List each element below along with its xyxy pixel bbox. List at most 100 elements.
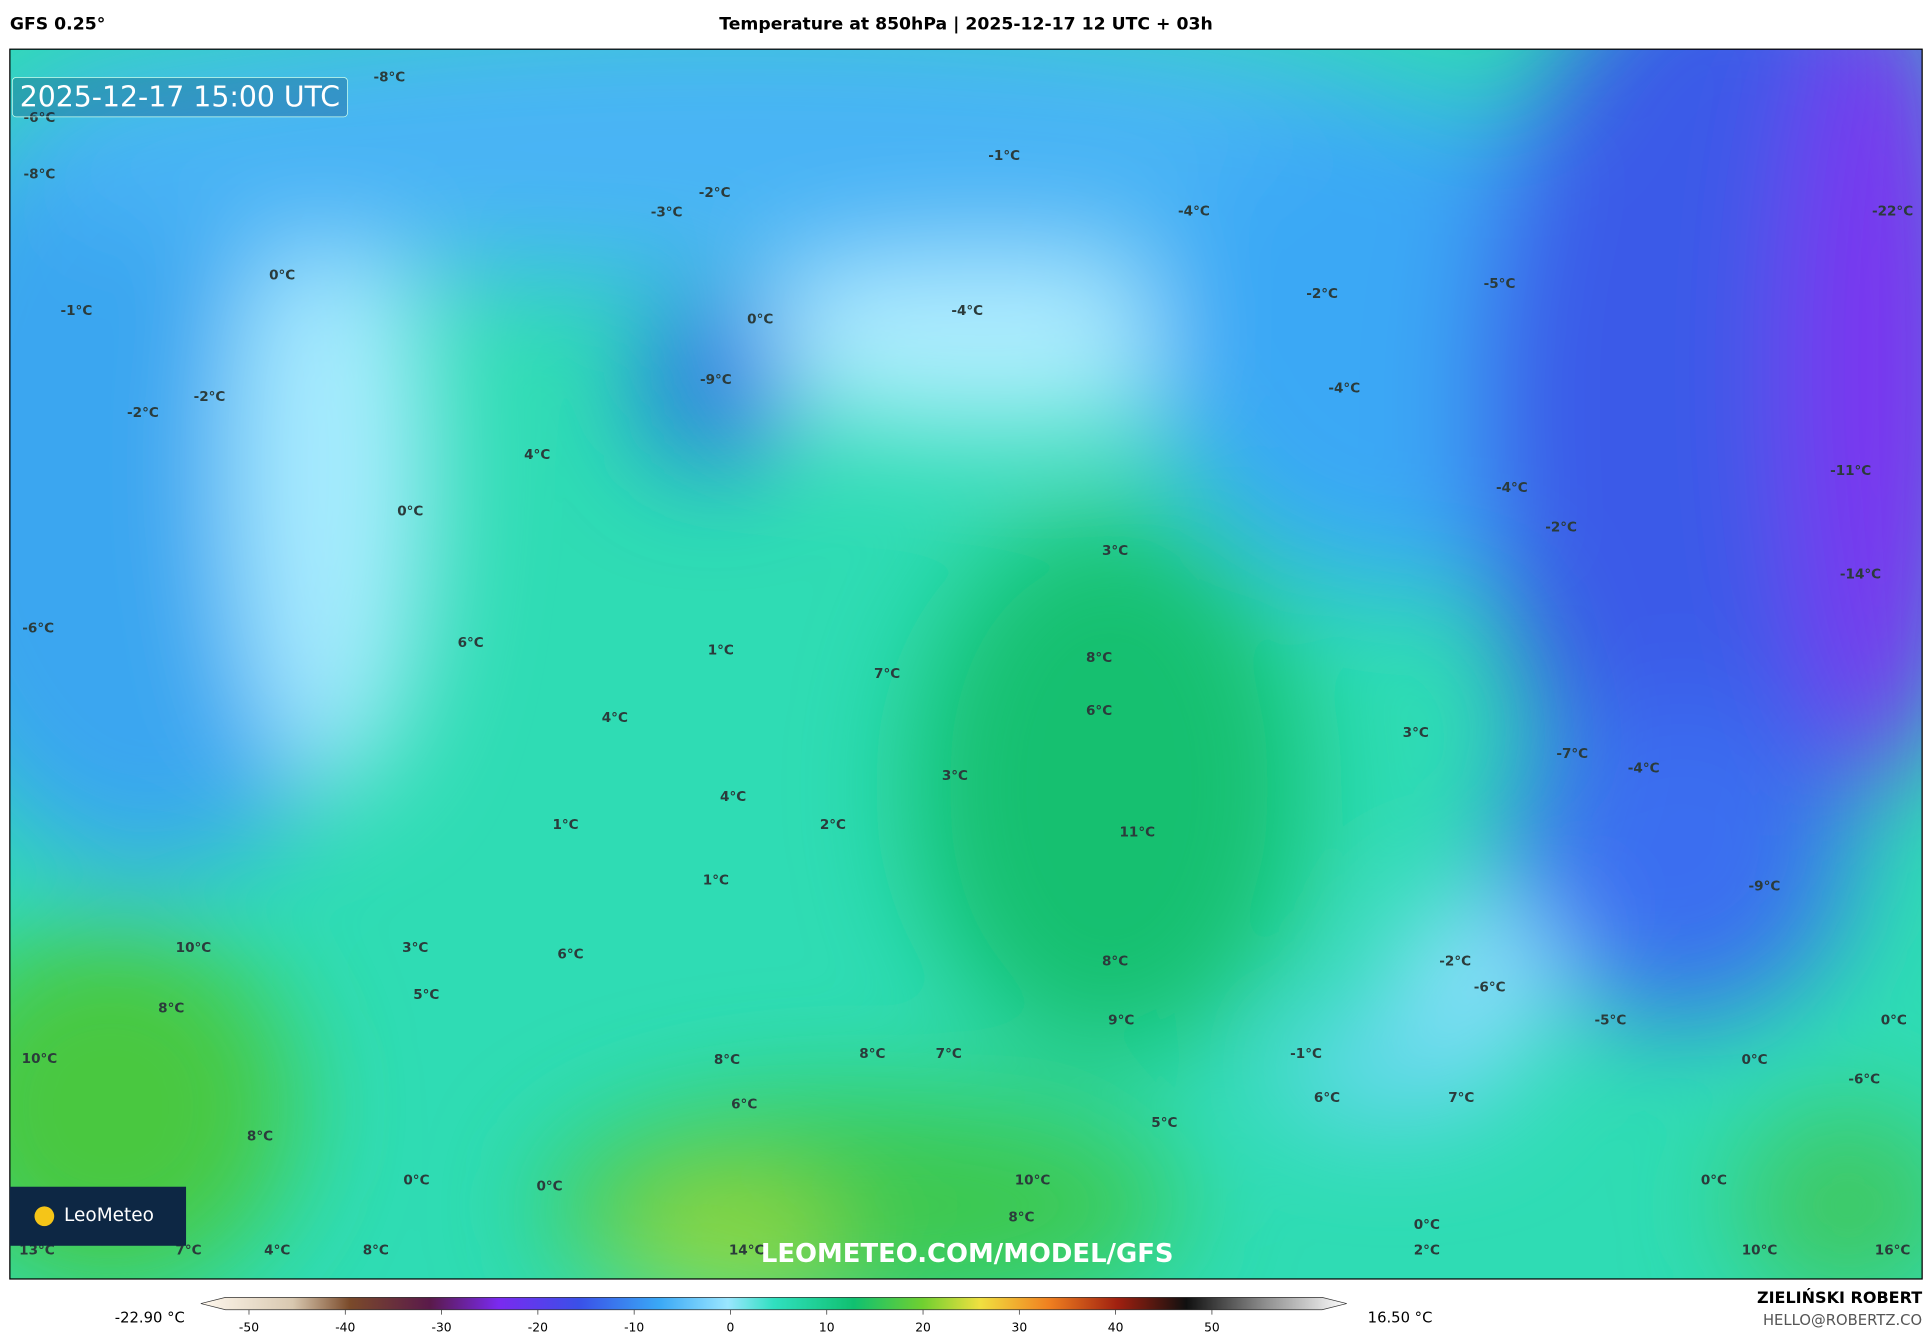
temperature-label: -9°C (700, 372, 732, 388)
author: ZIELIŃSKI ROBERT (1757, 1288, 1922, 1307)
temperature-label: -8°C (24, 167, 56, 183)
temperature-label: -2°C (127, 405, 159, 421)
temperature-label: 0°C (1741, 1052, 1767, 1068)
temperature-label: 16°C (1875, 1243, 1911, 1259)
email: HELLO@ROBERTZ.CO (1763, 1312, 1922, 1329)
temperature-label: -4°C (1328, 381, 1360, 397)
temperature-label: -2°C (1545, 520, 1577, 536)
model-name: GFS 0.25° (10, 15, 105, 35)
temperature-label: -6°C (24, 110, 56, 126)
temperature-label: 5°C (413, 987, 439, 1003)
temperature-label: 0°C (1701, 1173, 1727, 1189)
temperature-label: -3°C (651, 205, 683, 221)
temperature-label: 1°C (552, 817, 578, 833)
temperature-label: 0°C (747, 312, 773, 328)
temperature-label: -5°C (1595, 1013, 1627, 1029)
temperature-label: 4°C (720, 789, 746, 805)
colorbar-tick-label: 10 (819, 1321, 835, 1335)
temperature-label: -9°C (1749, 879, 1781, 895)
temperature-label: 14°C (729, 1243, 765, 1259)
temperature-label: 9°C (1108, 1013, 1134, 1029)
temperature-label: -2°C (1439, 954, 1471, 970)
temperature-label: 0°C (269, 267, 295, 283)
temperature-label: -4°C (951, 303, 983, 319)
temperature-label: -6°C (22, 620, 54, 636)
temperature-label: 4°C (524, 447, 550, 463)
temperature-label: -6°C (1848, 1072, 1880, 1088)
legend: -22.90 °C 16.50 °C -50 -40 -30 -20 -10 0 10 20 3… (115, 1297, 1433, 1335)
temperature-label: 7°C (175, 1243, 201, 1259)
temperature-label: -1°C (1290, 1046, 1322, 1062)
temperature-label: -11°C (1830, 463, 1871, 479)
temperature-label: -7°C (1556, 746, 1588, 762)
temperature-label: -1°C (988, 148, 1020, 164)
temperature-label: 8°C (859, 1046, 885, 1062)
colorbar-tick-label: 40 (1108, 1321, 1124, 1335)
colorbar-tick-label: -10 (624, 1321, 644, 1335)
temperature-label: -2°C (194, 389, 226, 405)
temperature-label: 10°C (22, 1051, 58, 1067)
temperature-label: 8°C (1008, 1209, 1034, 1225)
temperature-label: 6°C (1314, 1090, 1340, 1106)
map-title: Temperature at 850hPa | 2025-12-17 12 UT… (719, 15, 1213, 35)
temperature-label: 10°C (176, 940, 212, 956)
temperature-label: 4°C (602, 710, 628, 726)
temperature-label: 3°C (402, 940, 428, 956)
temperature-label: -8°C (373, 69, 405, 85)
temperature-label: -5°C (1484, 276, 1516, 292)
temperature-label: 8°C (158, 1000, 184, 1016)
colorbar-tick-label: -50 (239, 1321, 259, 1335)
legend-max: 16.50 °C (1368, 1309, 1433, 1326)
temperature-label: 0°C (403, 1173, 429, 1189)
temperature-label: 3°C (1403, 725, 1429, 741)
temperature-label: -6°C (1474, 980, 1506, 996)
temperature-label: 7°C (874, 666, 900, 682)
temperature-label: 10°C (1015, 1173, 1051, 1189)
temperature-label: 0°C (397, 504, 423, 520)
temperature-label: -2°C (1306, 286, 1338, 302)
watermark: LEOMETEO.COM/MODEL/GFS (761, 1239, 1174, 1269)
temperature-label: -4°C (1178, 204, 1210, 220)
temperature-label: 6°C (731, 1096, 757, 1112)
temperature-label: 3°C (942, 768, 968, 784)
temperature-label: 7°C (936, 1046, 962, 1062)
colorbar (200, 1297, 1347, 1311)
temperature-label: 2°C (820, 817, 846, 833)
temperature-label: 3°C (1102, 543, 1128, 559)
temperature-label: 6°C (557, 946, 583, 962)
temperature-label: 6°C (1086, 703, 1112, 719)
temperature-label: 8°C (1086, 650, 1112, 666)
colorbar-tick-label: 0 (727, 1321, 735, 1335)
temperature-label: 11°C (1119, 825, 1155, 841)
colorbar-tick-label: -40 (335, 1321, 355, 1335)
temperature-label: -14°C (1840, 566, 1881, 582)
temperature-label: -2°C (699, 185, 731, 201)
temperature-label: 4°C (264, 1243, 290, 1259)
temperature-label: 0°C (1881, 1013, 1907, 1029)
temperature-label: -22°C (1872, 204, 1913, 220)
logo: LeoMeteo (64, 1205, 154, 1226)
legend-min: -22.90 °C (115, 1309, 185, 1326)
temperature-label: 0°C (536, 1179, 562, 1195)
colorbar-tick-label: -20 (528, 1321, 548, 1335)
temperature-label: 2°C (1414, 1243, 1440, 1259)
temperature-label: 0°C (1414, 1217, 1440, 1233)
temperature-label: 5°C (1151, 1115, 1177, 1131)
colorbar-tick-label: 30 (1011, 1321, 1027, 1335)
colorbar-tick-label: 50 (1204, 1321, 1220, 1335)
temperature-label: 1°C (703, 873, 729, 889)
timestamp-box (11, 77, 348, 118)
temperature-label: 8°C (363, 1243, 389, 1259)
temperature-label: 8°C (247, 1128, 273, 1144)
temperature-label: -4°C (1628, 761, 1660, 777)
temperature-label: 8°C (1102, 954, 1128, 970)
temperature-label: 10°C (1742, 1243, 1778, 1259)
temperature-label: 8°C (714, 1052, 740, 1068)
logo-sun (34, 1206, 55, 1227)
temperature-label: -1°C (61, 303, 93, 319)
temperature-label: -4°C (1496, 480, 1528, 496)
timestamp: 2025-12-17 15:00 UTC (20, 80, 340, 113)
